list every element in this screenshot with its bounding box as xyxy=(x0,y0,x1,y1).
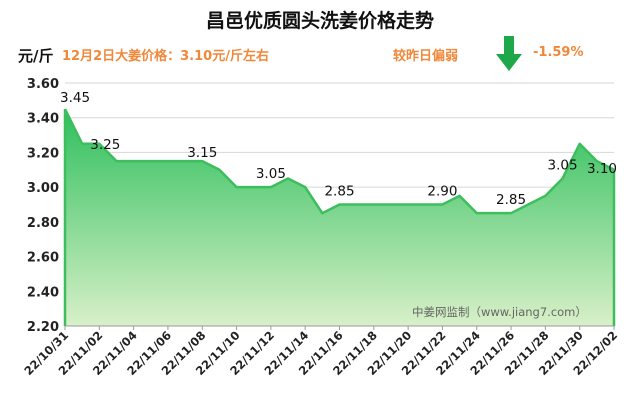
change-percent: -1.59% xyxy=(533,45,584,60)
watermark: 中姜网监制（www.jiang7.com） xyxy=(412,305,587,319)
y-tick-label: 2.80 xyxy=(27,216,59,231)
y-tick-label: 3.60 xyxy=(27,77,59,92)
chart-title: 昌邑优质圆头洗姜价格走势 xyxy=(205,10,434,32)
y-tick-label: 3.40 xyxy=(27,112,59,127)
data-label: 3.45 xyxy=(60,90,90,106)
data-label: 2.85 xyxy=(324,184,354,200)
data-label: 2.85 xyxy=(496,192,526,208)
data-label: 3.25 xyxy=(90,137,120,153)
data-label: 3.15 xyxy=(187,145,217,161)
compare-note: 较昨日偏弱 xyxy=(393,49,459,64)
data-label: 3.05 xyxy=(548,157,578,173)
price-note: 12月2日大姜价格：3.10元/斤左右 xyxy=(62,49,269,64)
y-unit-label: 元/斤 xyxy=(18,47,54,65)
data-label: 3.10 xyxy=(587,161,617,177)
price-line xyxy=(63,108,615,215)
price-area xyxy=(65,109,614,327)
y-tick-label: 3.00 xyxy=(27,181,59,196)
down-arrow-icon xyxy=(496,36,522,71)
data-label: 2.90 xyxy=(427,184,457,200)
y-tick-label: 2.40 xyxy=(27,285,59,300)
data-label: 3.05 xyxy=(256,166,286,182)
y-tick-label: 2.20 xyxy=(27,320,59,335)
y-tick-label: 3.20 xyxy=(27,146,59,161)
y-tick-label: 2.60 xyxy=(27,251,59,266)
